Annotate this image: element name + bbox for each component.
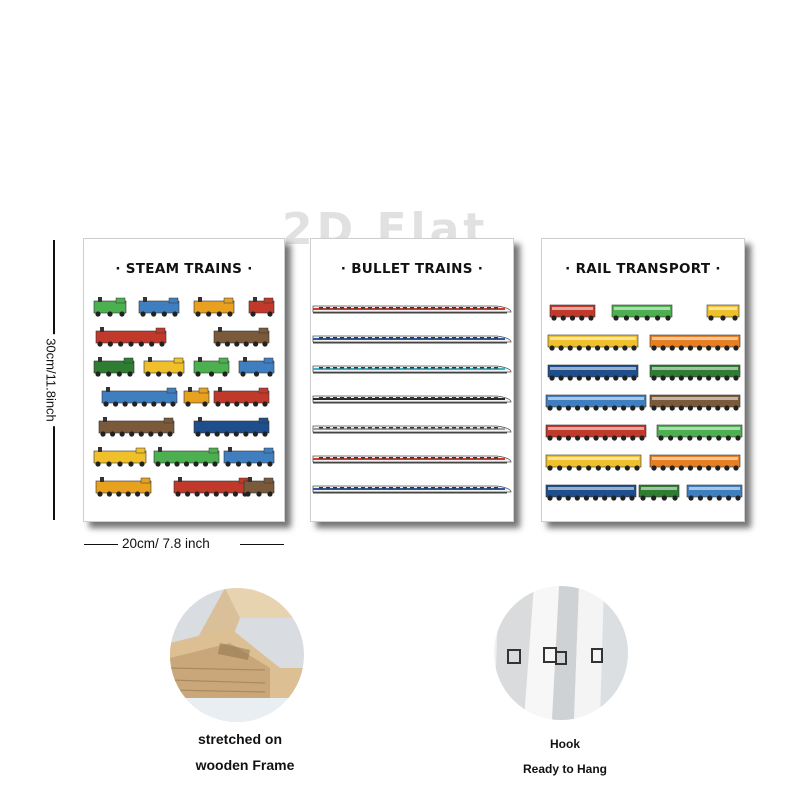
train-illustration	[686, 484, 743, 501]
width-dimension-line-right	[240, 544, 284, 545]
frame-caption-line2: wooden Frame	[195, 757, 295, 773]
steam-trains-illustration	[93, 297, 275, 497]
train-illustration	[238, 357, 275, 377]
train-illustration	[183, 387, 210, 407]
train-illustration	[138, 297, 180, 317]
poster-steam-trains: · STEAM TRAINS ·	[83, 238, 285, 522]
height-dimension-label: 30cm/11.8inch	[43, 334, 59, 426]
train-illustration	[547, 364, 639, 381]
train-illustration	[547, 334, 639, 351]
train-illustration	[173, 477, 250, 497]
train-illustration	[248, 297, 275, 317]
frame-caption-line1: stretched on	[197, 731, 282, 747]
hook-caption-line1: Hook	[550, 737, 580, 751]
poster-title-rail: · RAIL TRANSPORT ·	[565, 261, 721, 277]
train-illustration	[213, 387, 270, 407]
train-illustration	[213, 327, 270, 347]
hook-caption-line2: Ready to Hang	[522, 762, 607, 776]
train-illustration	[312, 455, 512, 464]
poster-title-bullet: · BULLET TRAINS ·	[340, 261, 484, 277]
width-dimension-label: 20cm/ 7.8 inch	[122, 536, 210, 551]
train-illustration	[98, 417, 175, 437]
train-illustration	[545, 394, 647, 411]
width-dimension-line-left	[84, 544, 118, 545]
train-illustration	[93, 297, 127, 317]
train-illustration	[243, 477, 275, 497]
wooden-frame-photo	[170, 588, 304, 722]
bullet-trains-illustration	[312, 305, 512, 494]
poster-rail-transport: · RAIL TRANSPORT ·	[541, 238, 745, 522]
train-illustration	[193, 357, 230, 377]
poster-bullet-trains: · BULLET TRAINS ·	[310, 238, 514, 522]
train-illustration	[153, 447, 220, 467]
train-illustration	[545, 484, 637, 501]
train-illustration	[545, 454, 642, 471]
train-illustration	[312, 425, 512, 434]
train-illustration	[649, 394, 741, 411]
train-illustration	[312, 305, 512, 314]
train-illustration	[706, 304, 740, 321]
train-illustration	[143, 357, 185, 377]
train-illustration	[93, 447, 147, 467]
train-illustration	[93, 357, 135, 377]
train-illustration	[611, 304, 673, 321]
train-illustration	[223, 447, 275, 467]
train-illustration	[649, 454, 741, 471]
train-illustration	[545, 424, 647, 441]
train-illustration	[193, 417, 270, 437]
rail-transport-illustration	[545, 304, 743, 501]
train-illustration	[638, 484, 680, 501]
poster-title-steam: · STEAM TRAINS ·	[115, 261, 253, 277]
hook-photo	[494, 586, 628, 720]
train-illustration	[549, 304, 596, 321]
train-illustration	[95, 477, 152, 497]
train-illustration	[193, 297, 235, 317]
train-illustration	[312, 485, 512, 494]
train-illustration	[649, 364, 741, 381]
train-illustration	[101, 387, 178, 407]
train-illustration	[312, 335, 512, 344]
train-illustration	[312, 395, 512, 404]
train-illustration	[95, 327, 167, 347]
train-illustration	[312, 365, 512, 374]
train-illustration	[649, 334, 741, 351]
train-illustration	[656, 424, 743, 441]
